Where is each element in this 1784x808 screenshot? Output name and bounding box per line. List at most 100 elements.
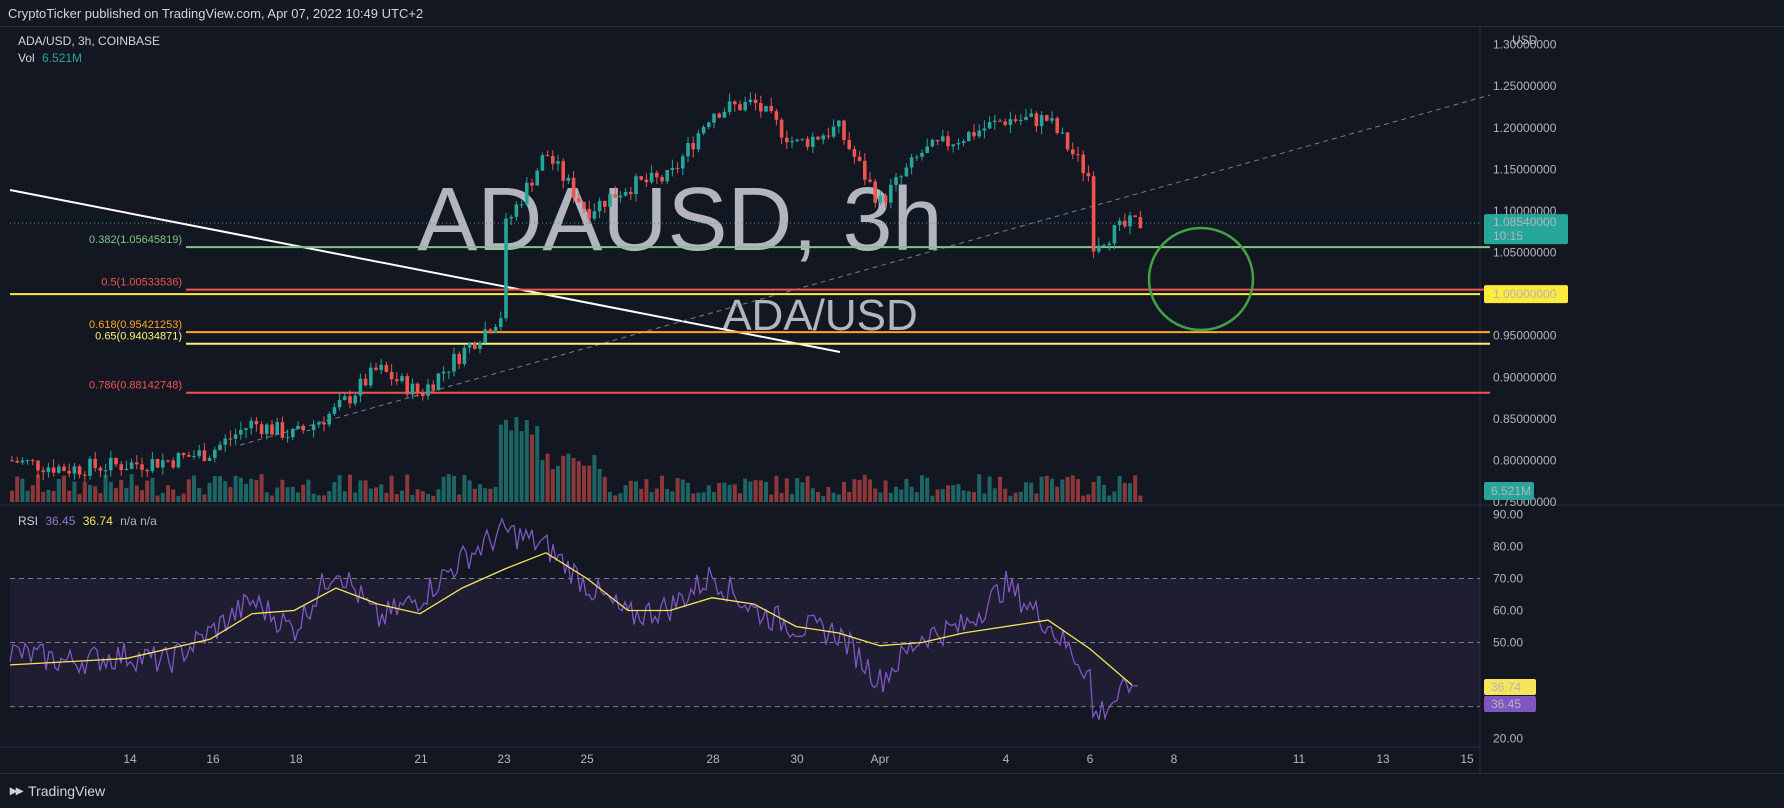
volume-bar: [779, 493, 784, 502]
candle-body: [285, 437, 290, 439]
price-tick-label: 0.85000000: [1493, 412, 1557, 426]
candle-body: [1128, 215, 1132, 227]
volume-bar: [504, 419, 508, 502]
candle-body: [493, 326, 498, 333]
volume-bar: [1112, 491, 1117, 502]
volume-bar: [1024, 482, 1028, 502]
volume-bar: [634, 481, 638, 502]
rsi-legend[interactable]: RSI 36.45 36.74 n/a n/a: [18, 514, 157, 528]
target-circle: [1147, 226, 1255, 332]
candle-body: [1102, 245, 1106, 247]
volume-bar: [150, 477, 155, 502]
candle-body: [592, 211, 597, 219]
volume-bar: [467, 480, 472, 502]
volume-bar: [810, 488, 815, 502]
candle-body: [587, 208, 591, 219]
volume-bar: [998, 476, 1002, 502]
volume-bar: [244, 483, 248, 502]
volume-bar: [1096, 476, 1101, 502]
candle-body: [1013, 119, 1018, 121]
time-tick-label: 25: [580, 752, 594, 766]
volume-bar: [1003, 488, 1008, 502]
candle-body: [1045, 115, 1049, 121]
volume-bar: [639, 488, 644, 502]
rsi-ma-badge: [1484, 679, 1536, 696]
price-tick-label: 1.15000000: [1493, 162, 1557, 176]
volume-bar: [550, 469, 555, 502]
volume-bar: [847, 491, 852, 502]
volume-bar: [831, 492, 836, 502]
candle-body: [722, 111, 727, 118]
volume-bar: [826, 487, 831, 502]
candle-body: [51, 467, 56, 473]
candle-body: [805, 138, 810, 147]
volume-bar: [134, 485, 139, 502]
candle-body: [717, 113, 721, 118]
volume-bar: [670, 491, 675, 502]
candle-body: [800, 138, 805, 140]
rsi-tick-label: 80.00: [1493, 539, 1523, 553]
volume-bar: [426, 493, 430, 502]
volume-bar: [41, 491, 46, 502]
time-tick-label: 23: [497, 752, 511, 766]
tradingview-logo[interactable]: ▸▸ TradingView: [10, 782, 105, 799]
volume-bar: [566, 453, 571, 502]
volume-bar: [306, 479, 311, 502]
symbol-legend[interactable]: ADA/USD, 3h, COINBASE: [18, 34, 161, 48]
rsi-tick-label: 60.00: [1493, 603, 1523, 617]
price-tick-label: 1.25000000: [1493, 79, 1557, 93]
volume-bar: [498, 424, 503, 502]
time-tick-label: 28: [706, 752, 720, 766]
rsi-value: 36.45: [45, 514, 76, 528]
candle-body: [920, 152, 924, 157]
candle-body: [389, 371, 394, 380]
time-tick-label: 16: [206, 752, 220, 766]
price-tick-label: 0.95000000: [1493, 329, 1557, 343]
candle-body: [842, 120, 846, 140]
candle-body: [239, 429, 243, 435]
volume-bar: [530, 434, 534, 502]
candle-body: [701, 127, 706, 134]
candle-body: [296, 425, 300, 430]
volume-bar: [764, 481, 768, 502]
volume-bar: [732, 484, 737, 502]
candle-body: [691, 143, 695, 150]
candle-body: [426, 384, 430, 396]
candle-body: [785, 137, 789, 143]
candle-body: [525, 182, 529, 205]
volume-bar: [275, 487, 280, 502]
volume-bar: [1050, 478, 1054, 502]
volume-bar: [400, 490, 404, 502]
volume-bar: [977, 474, 982, 502]
candle-body: [109, 457, 113, 471]
candle-body: [675, 167, 680, 169]
current-price-value: 1.08540000: [1493, 215, 1557, 229]
volume-bar: [696, 492, 701, 502]
volume-bar: [368, 488, 373, 502]
volume-bar: [129, 474, 134, 502]
volume-bar: [358, 480, 363, 502]
candle-body: [405, 376, 409, 395]
candle-body: [431, 384, 435, 390]
candle-body: [993, 120, 997, 123]
candle-body: [103, 470, 108, 472]
volume-bar: [51, 490, 56, 502]
candle-body: [561, 161, 565, 181]
volume-legend[interactable]: Vol 6.521M: [18, 51, 82, 65]
candle-body: [915, 156, 919, 158]
volume-bar: [420, 491, 425, 502]
volume-bar: [379, 484, 384, 502]
volume-bar: [1044, 475, 1049, 502]
candle-body: [644, 179, 649, 183]
candle-body: [311, 424, 316, 431]
volume-bar: [894, 486, 898, 502]
candle-body: [36, 460, 40, 471]
volume-bar: [743, 478, 748, 502]
candle-body: [15, 460, 19, 463]
candle-body: [566, 177, 571, 181]
candle-body: [337, 399, 342, 408]
volume-bar: [524, 419, 529, 502]
candle-body: [878, 195, 883, 203]
candle-body: [545, 155, 550, 157]
